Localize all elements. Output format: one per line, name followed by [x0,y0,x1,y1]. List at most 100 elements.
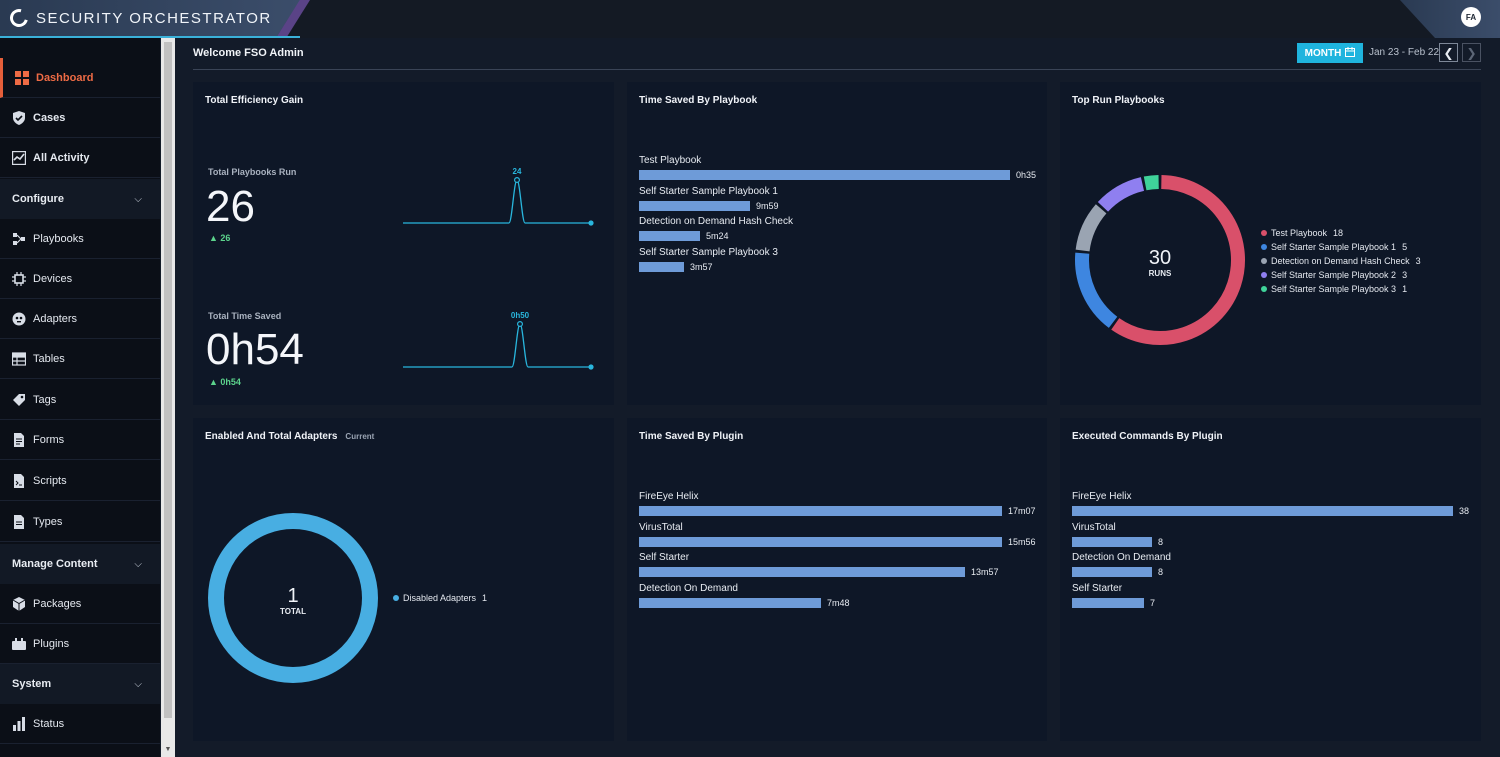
adapter-icon [12,312,26,326]
donut-slice[interactable] [1143,175,1159,191]
bar [639,261,684,272]
sidebar-item-status[interactable]: Status [0,704,160,744]
sidebar-item-label: Tables [33,352,65,365]
section-label: Manage Content [12,558,98,570]
plugin-icon [12,637,26,651]
sidebar-item-tags[interactable]: Tags [0,380,160,420]
bar-row[interactable]: Detection On Demand 8 [1072,552,1171,577]
bar-value: 7 [1150,597,1156,608]
bar-value: 15m56 [1008,536,1036,547]
legend-count: 5 [1402,242,1408,252]
saved-value: 0h54 [206,325,304,374]
sparkline-line [403,179,591,224]
form-icon [12,432,26,447]
bar-row[interactable]: Detection on Demand Hash Check 5m24 [639,216,793,241]
activity-icon [11,150,27,165]
donut-slice[interactable] [1075,204,1107,252]
bar-row[interactable]: Self Starter 7 [1072,583,1155,608]
sparkline-peak-point [513,177,520,184]
bar-row[interactable]: Self Starter Sample Playbook 3 3m57 [639,247,778,272]
panel-adapters: Enabled And Total Adapters Current 1 TOTA… [193,418,614,741]
bar-row[interactable]: FireEye Helix 17m07 [639,491,1036,516]
chip-icon [12,271,26,286]
sidebar-item-adapters[interactable]: Adapters [0,299,160,339]
panel-title: Total Efficiency Gain [205,95,304,106]
saved-delta-value: 0h54 [220,377,241,387]
sidebar-item-all-activity[interactable]: All Activity [0,138,160,178]
bar-value: 3m57 [690,261,713,272]
sidebar-item-packages[interactable]: Packages [0,584,160,624]
bar-row[interactable]: VirusTotal 8 [1072,522,1163,547]
script-icon [12,473,26,488]
bar-value: 7m48 [827,597,850,608]
legend-count: 18 [1333,228,1344,238]
bar-label: Self Starter Sample Playbook 3 [639,246,778,258]
legend-item[interactable]: Self Starter Sample Playbook 3 1 [1261,282,1421,296]
sidebar-item-plugins[interactable]: Plugins [0,624,160,664]
panel-top-run: Top Run Playbooks 30 RUNS Test Playbook 1… [1060,82,1481,405]
runs-value: 26 [206,182,255,231]
bar-row[interactable]: Test Playbook 0h35 [639,155,1036,180]
bar-row[interactable]: Self Starter 13m57 [639,552,999,577]
sidebar-item-playbooks[interactable]: Playbooks [0,219,160,259]
scrollbar-thumb[interactable] [164,42,172,718]
legend-item[interactable]: Disabled Adapters 1 [393,591,487,605]
bar-row[interactable]: FireEye Helix 38 [1072,491,1469,516]
date-range: Jan 23 - Feb 22 [1369,47,1440,58]
bar-label: Detection On Demand [639,582,738,594]
legend-label: Test Playbook [1271,228,1328,238]
bar-label: VirusTotal [639,521,683,533]
bar-row[interactable]: VirusTotal 15m56 [639,522,1036,547]
brand-plate [0,0,300,38]
legend-dot [1261,272,1267,278]
bar [1072,506,1453,516]
section-label: Configure [12,193,64,205]
legend-label: Disabled Adapters [403,593,477,603]
next-period-button[interactable]: ❯ [1462,43,1481,62]
legend-item[interactable]: Test Playbook 18 [1261,226,1421,240]
section-label: System [12,678,52,690]
donut-slice[interactable] [1075,252,1118,328]
legend-count: 1 [1402,284,1408,294]
bar-row[interactable]: Detection On Demand 7m48 [639,583,850,608]
sidebar-item-dashboard[interactable]: Dashboard [0,58,160,98]
sidebar-item-types[interactable]: Types [0,502,160,542]
sidebar-item-label: Types [33,515,63,528]
donut-slice[interactable] [1111,175,1245,345]
sidebar-item-forms[interactable]: Forms [0,420,160,460]
bar-label: Self Starter Sample Playbook 1 [639,185,778,197]
runs-delta: ▲ 26 [209,233,231,243]
bar-value: 38 [1459,506,1470,516]
donut-total: 30 [1149,247,1171,269]
section-manage-content[interactable]: Manage Content ⌵ [0,544,160,584]
sidebar-item-devices[interactable]: Devices [0,259,160,299]
section-configure[interactable]: Configure ⌵ [0,179,160,219]
scroll-down-icon[interactable]: ▼ [164,746,172,753]
previous-period-button[interactable]: ❮ [1439,43,1458,62]
bar [639,170,1010,180]
sidebar-item-label: Cases [33,111,66,124]
legend-item[interactable]: Self Starter Sample Playbook 1 5 [1261,240,1421,254]
brand[interactable]: SECURITY ORCHESTRATOR [6,5,272,31]
sidebar: Dashboard Cases All Activity Configure ⌵… [0,38,160,757]
section-system[interactable]: System ⌵ [0,664,160,704]
sparkline-end-point [588,364,594,370]
donut-slice[interactable] [1097,177,1145,212]
period-button[interactable]: MONTH [1297,43,1363,63]
file-icon [12,514,26,529]
adapters-donut: 1 TOTAL [208,513,378,683]
user-plate [1400,0,1500,38]
sparkline-end-point [588,220,594,226]
donut-ring [208,513,378,683]
sidebar-item-cases[interactable]: Cases [0,98,160,138]
legend-item[interactable]: Detection on Demand Hash Check 3 [1261,254,1421,268]
sparkline-line [403,323,591,368]
legend-item[interactable]: Self Starter Sample Playbook 2 3 [1261,268,1421,282]
avatar[interactable]: FA [1461,7,1481,27]
legend-label: Self Starter Sample Playbook 1 [1271,242,1397,252]
saved-delta: ▲ 0h54 [209,377,241,387]
sidebar-item-scripts[interactable]: Scripts [0,461,160,501]
sidebar-item-tables[interactable]: Tables [0,339,160,379]
legend-label: Self Starter Sample Playbook 3 [1271,284,1397,294]
bar-row[interactable]: Self Starter Sample Playbook 1 9m59 [639,186,779,211]
